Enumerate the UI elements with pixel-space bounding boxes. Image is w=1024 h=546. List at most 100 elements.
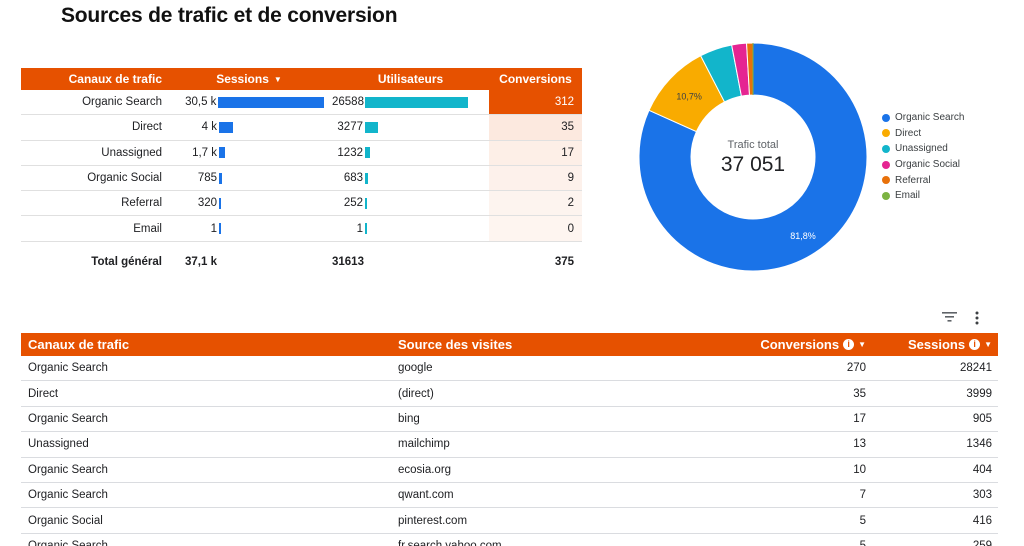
conversions-cell: 17 [489, 140, 582, 165]
source-cell: qwant.com [398, 489, 454, 502]
conversions-cell: 17 [853, 412, 866, 425]
traffic-donut-chart: 81,8% 10,7% Trafic total 37 051 [638, 42, 868, 272]
sessions-cell: 4 k [168, 115, 324, 139]
channel-cell: Organic Social [28, 514, 103, 527]
legend-item[interactable]: Email [882, 188, 964, 204]
sort-down-icon[interactable]: ▼ [984, 340, 992, 349]
legend-label: Direct [895, 127, 922, 139]
total-sessions-value: 37,1 k [185, 255, 217, 268]
summary-total-row: Total général 37,1 k 31613 375 [21, 251, 582, 273]
users-bar [365, 197, 367, 209]
users-cell: 252 [324, 191, 489, 215]
header-channel[interactable]: Canaux de trafic [28, 337, 130, 352]
detail-table-header: Canaux de trafic Source des visites Conv… [21, 333, 998, 356]
sessions-value: 4 k [201, 121, 217, 134]
users-value: 252 [343, 197, 363, 210]
legend-item[interactable]: Unassigned [882, 141, 964, 157]
channel-cell: Direct [131, 121, 162, 134]
source-cell: pinterest.com [398, 514, 468, 527]
source-cell: bing [398, 412, 420, 425]
sessions-cell: 320 [168, 191, 324, 215]
sessions-cell: 416 [972, 514, 992, 527]
table-row[interactable]: Organic Search ecosia.org 10 404 [21, 458, 998, 483]
conversions-cell: 270 [846, 362, 866, 375]
donut-center-value: 37 051 [721, 153, 785, 176]
filter-icon[interactable] [942, 310, 957, 326]
legend-swatch [882, 129, 890, 138]
source-cell: (direct) [398, 387, 434, 400]
page-title: Sources de trafic et de conversion [61, 4, 398, 27]
legend-item[interactable]: Referral [882, 172, 964, 188]
legend-item[interactable]: Organic Search [882, 110, 964, 126]
info-icon[interactable]: i [969, 339, 981, 350]
legend-swatch [882, 113, 890, 122]
table-row[interactable]: Organic Search qwant.com 7 303 [21, 483, 998, 509]
header-source[interactable]: Source des visites [398, 337, 513, 352]
channel-cell: Organic Search [82, 96, 162, 109]
info-icon[interactable]: i [843, 339, 855, 350]
table-row: Unassigned 1,7 k 1232 17 [21, 140, 582, 166]
sessions-value: 785 [197, 172, 217, 185]
legend-label: Unassigned [895, 143, 948, 155]
donut-slice[interactable] [638, 42, 868, 272]
conversions-cell: 0 [489, 216, 582, 241]
table-row[interactable]: Organic Search google 270 28241 [21, 356, 998, 382]
sessions-cell: 1 [168, 216, 324, 240]
detail-table: Canaux de trafic Source des visites Conv… [21, 333, 998, 546]
channel-cell: Organic Search [28, 412, 108, 425]
sessions-cell: 3999 [966, 387, 992, 400]
header-sessions[interactable]: Sessions i ▼ [868, 337, 998, 352]
header-conversions[interactable]: Conversions [499, 72, 572, 86]
users-cell: 1 [324, 216, 489, 240]
legend-item[interactable]: Direct [882, 126, 964, 142]
table-row[interactable]: Direct (direct) 35 3999 [21, 381, 998, 407]
legend-label: Organic Search [895, 112, 965, 124]
sessions-cell: 785 [168, 166, 324, 190]
users-bar [365, 121, 378, 133]
header-conversions-label: Conversions [760, 337, 840, 352]
users-cell: 26588 [324, 90, 489, 114]
sessions-cell: 404 [972, 463, 992, 476]
total-users: 31613 [324, 251, 489, 273]
legend-swatch [882, 176, 890, 185]
table-row[interactable]: Unassigned mailchimp 13 1346 [21, 432, 998, 458]
channel-cell: Referral [121, 197, 162, 210]
source-cell: ecosia.org [398, 463, 452, 476]
sessions-bar [219, 121, 234, 133]
header-sessions[interactable]: Sessions ▼ [168, 68, 324, 90]
slice-label: 10,7% [676, 92, 702, 102]
users-bar [365, 223, 367, 235]
conversions-cell: 9 [489, 165, 582, 191]
chart-legend: Organic Search Direct Unassigned Organic So… [882, 110, 964, 204]
users-value: 1 [356, 222, 363, 235]
header-conversions[interactable]: Conversions i ▼ [718, 337, 868, 352]
total-conversions: 375 [554, 255, 574, 268]
channel-cell: Organic Search [28, 362, 108, 375]
sessions-bar [219, 147, 225, 159]
legend-swatch [882, 191, 890, 200]
users-value: 26588 [332, 96, 364, 109]
table-row[interactable]: Organic Social pinterest.com 5 416 [21, 508, 998, 534]
more-vert-icon[interactable] [974, 311, 980, 328]
table-row: Direct 4 k 3277 35 [21, 115, 582, 141]
sort-down-icon[interactable]: ▼ [858, 340, 866, 349]
table-row[interactable]: Organic Search bing 17 905 [21, 407, 998, 433]
table-row: Email 1 1 0 [21, 216, 582, 242]
users-value: 1232 [337, 146, 363, 159]
sort-down-icon[interactable]: ▼ [273, 74, 282, 84]
channel-cell: Organic Search [28, 539, 108, 546]
sessions-cell: 905 [972, 412, 992, 425]
header-channel[interactable]: Canaux de trafic [68, 72, 162, 86]
header-users[interactable]: Utilisateurs [377, 72, 444, 86]
table-row: Organic Social 785 683 9 [21, 165, 582, 192]
channel-cell: Organic Search [28, 463, 108, 476]
total-sessions: 37,1 k [168, 251, 324, 273]
sessions-value: 30,5 k [185, 96, 217, 109]
sessions-cell: 30,5 k [168, 90, 324, 114]
sessions-cell: 1,7 k [168, 141, 324, 165]
table-row[interactable]: Organic Search fr.search.yahoo.com 5 259 [21, 534, 998, 546]
channel-cell: Unassigned [101, 146, 162, 159]
legend-item[interactable]: Organic Social [882, 157, 964, 173]
channel-cell: Organic Social [87, 172, 162, 185]
legend-label: Organic Social [895, 159, 961, 171]
